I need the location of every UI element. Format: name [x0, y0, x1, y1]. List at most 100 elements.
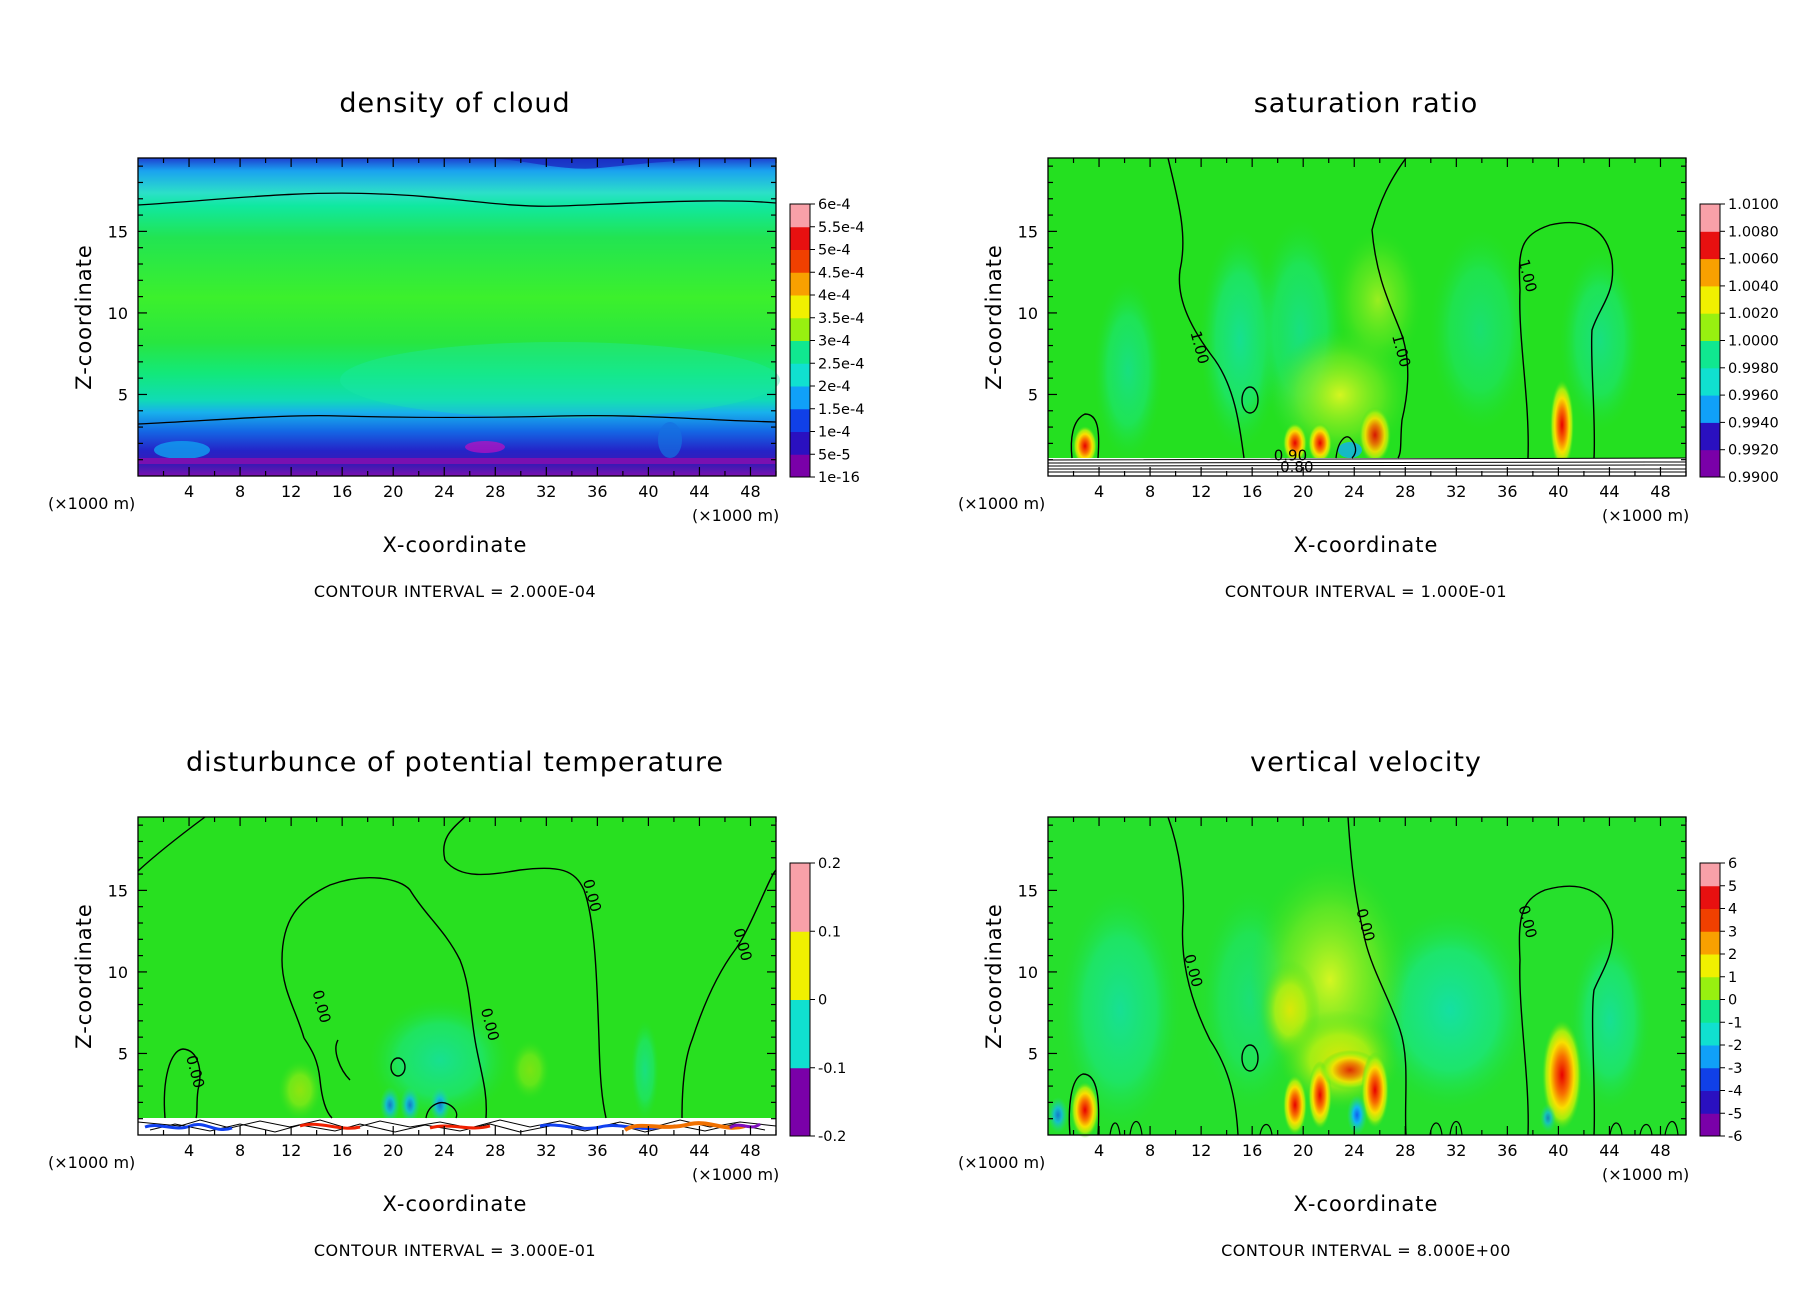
- upper-dense-layer: [480, 158, 776, 169]
- colorbar-label: 5: [1728, 879, 1737, 895]
- x-tick-label: 40: [638, 1141, 658, 1160]
- colorbar-swatch: [1700, 231, 1720, 260]
- colorbar-swatch: [1700, 1090, 1720, 1114]
- colorbar-swatch: [1700, 1113, 1720, 1137]
- contour-line: [1518, 221, 1614, 459]
- contour-line: [1518, 885, 1614, 1136]
- colorbar-swatch: [790, 249, 810, 273]
- heatmap-field: [1048, 816, 1686, 1138]
- base-blob: [465, 441, 505, 453]
- colorbar-swatch: [790, 226, 810, 250]
- colorbar: -0.2 -0.1 0 0.1 0.2: [789, 856, 846, 1145]
- x-tick-label: 4: [1094, 1141, 1104, 1160]
- contour-line: [1047, 457, 1687, 473]
- colorbar-label: 1: [1728, 970, 1737, 986]
- colorbar-label: 1e-4: [818, 425, 851, 441]
- colorbar-label: 4.5e-4: [818, 265, 864, 281]
- field-anomaly: [1361, 1052, 1389, 1128]
- contour-label: 0.80: [1280, 458, 1313, 476]
- colorbar-swatch: [790, 386, 810, 410]
- x-tick-label: 44: [1599, 482, 1619, 501]
- x-ticks: 4 8 12 16 20 24 28 32 36 40 44 48: [1072, 158, 1687, 501]
- x-axis-label: X-coordinate: [383, 533, 528, 557]
- x-tick-label: 12: [281, 1141, 301, 1160]
- heatmap-field: [137, 158, 780, 476]
- colorbar-label: 5e-4: [818, 243, 851, 259]
- x-tick-label: 8: [1145, 1141, 1155, 1160]
- contour-labels: 1.00 1.001.000.900.80: [1187, 257, 1541, 476]
- x-tick-label: 36: [1497, 482, 1517, 501]
- colorbar-swatch: [1700, 367, 1720, 396]
- contour-line: [1068, 1073, 1100, 1136]
- colorbar-label: 1.5e-4: [818, 402, 864, 418]
- colorbar-label: 1.0100: [1728, 197, 1779, 213]
- x-tick-label: 4: [184, 482, 194, 501]
- colorbar-label: 0.9980: [1728, 361, 1779, 377]
- contour-line: [1347, 816, 1407, 1136]
- plot-frame: [137, 157, 777, 477]
- x-tick-label: 20: [383, 1141, 403, 1160]
- contour-line: [443, 816, 607, 1119]
- y-tick-label: 10: [108, 304, 128, 323]
- plot-frame: [1047, 816, 1687, 1136]
- colorbar-label: 0: [1728, 993, 1737, 1009]
- contour-line: [425, 1102, 458, 1119]
- colorbar-swatch: [1700, 885, 1720, 909]
- contour-line: [1070, 413, 1100, 459]
- x-tick-label: 20: [383, 482, 403, 501]
- colorbar-label: 6e-4: [818, 197, 851, 213]
- contour-line: [137, 1119, 777, 1130]
- colorbar-label: 1.0020: [1728, 306, 1779, 322]
- contour-interval: CONTOUR INTERVAL = 1.000E-01: [1225, 582, 1507, 601]
- contour-line: [1241, 1044, 1259, 1072]
- colorbar-label: 0.1: [818, 924, 841, 940]
- field-anomaly: [400, 1087, 420, 1123]
- colorbar-label: 1.0000: [1728, 334, 1779, 350]
- field-anomaly: [1073, 426, 1097, 466]
- colorbar-label: 3: [1728, 924, 1737, 940]
- x-axis-label: X-coordinate: [1294, 1192, 1439, 1216]
- field-fill: [138, 158, 776, 476]
- panel-vertical-velocity: vertical velocity 0.000.0: [958, 747, 1742, 1260]
- colorbar-swatch: [1700, 258, 1720, 287]
- y-ticks: 5 10 15: [108, 824, 776, 1120]
- x-tick-label: 28: [485, 482, 505, 501]
- x-tick-label: 24: [1344, 1141, 1364, 1160]
- x-tick-label: 16: [332, 482, 352, 501]
- x-tick-label: 24: [434, 1141, 454, 1160]
- y-tick-label: 15: [108, 881, 128, 900]
- y-tick-label: 15: [1018, 222, 1038, 241]
- x-unit-left: (×1000 m): [48, 1153, 135, 1172]
- x-tick-label: 40: [1548, 482, 1568, 501]
- contour-line: [681, 869, 777, 1119]
- colorbar-swatch: [1700, 313, 1720, 341]
- colorbar-label: 1e-16: [818, 470, 860, 486]
- field-anomaly: [1308, 423, 1332, 463]
- x-unit-right: (×1000 m): [692, 1165, 779, 1184]
- field-anomaly: [1338, 442, 1362, 458]
- colorbar: 1e-16 5e-5 1e-4 1.5e-4 2e-4 2.5e-4 3e-4 3.5e-4 4…: [789, 197, 864, 486]
- colorbar-label: -3: [1728, 1061, 1742, 1077]
- base-anomaly: [144, 1123, 233, 1131]
- x-ticks: 4 8 12 16 20 24 28 32 36 40 44 48: [1072, 817, 1687, 1160]
- colorbar-swatch: [1700, 1045, 1720, 1069]
- colorbar-swatch: [1700, 954, 1720, 978]
- colorbar-label: 0.2: [818, 856, 841, 872]
- y-tick-label: 5: [118, 385, 128, 404]
- colorbar-swatch: [790, 931, 810, 1000]
- colorbar-label: -5: [1728, 1106, 1742, 1122]
- y-tick-label: 10: [1018, 963, 1038, 982]
- x-tick-label: 32: [536, 482, 556, 501]
- y-tick-label: 15: [1018, 881, 1038, 900]
- colorbar-swatch: [790, 363, 810, 387]
- colorbar-swatch: [1700, 1067, 1720, 1091]
- colorbar-label: 5e-5: [818, 447, 851, 463]
- field-anomaly: [1048, 1097, 1068, 1133]
- y-tick-label: 5: [118, 1044, 128, 1063]
- plot-frame: [137, 816, 777, 1136]
- base-anomaly: [623, 1121, 746, 1132]
- contour-line: [137, 816, 206, 872]
- field-anomaly: [510, 1040, 550, 1100]
- x-tick-label: 48: [1650, 1141, 1670, 1160]
- colorbar-label: -6: [1728, 1129, 1742, 1145]
